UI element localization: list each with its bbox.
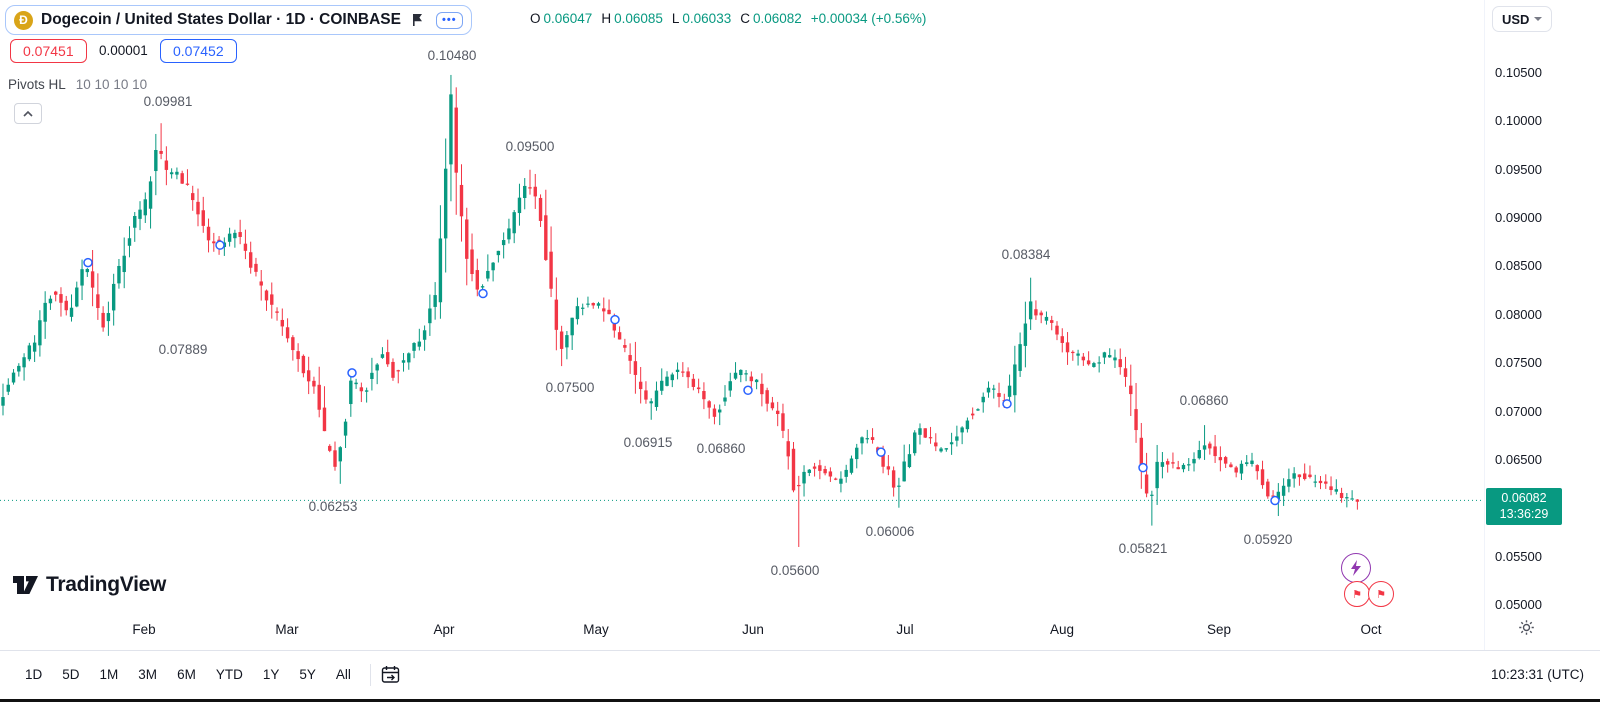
close-label: C (740, 11, 750, 26)
ohlc-readout: O 0.06047 H 0.06085 L 0.06033 C 0.06082 … (530, 11, 926, 26)
axis-settings-gear-icon[interactable] (1518, 619, 1535, 641)
time-axis[interactable]: Feb Mar Apr May Jun Jul Aug Sep Oct (0, 615, 1484, 650)
high-value: 0.06085 (614, 11, 663, 26)
change-value: +0.00034 (+0.56%) (810, 11, 927, 26)
candlestick-chart[interactable]: 0.10480 0.09981 0.09500 0.08384 0.07889 0.075… (0, 0, 1600, 650)
month-label-aug: Aug (1049, 622, 1075, 637)
bottom-toolbar: 1D 5D 1M 3M 6M YTD 1Y 5Y All 10:23:31 (UTC) (0, 650, 1600, 698)
price-tick-0.09500: 0.09500 (1495, 161, 1542, 177)
pivot-label: 0.06253 (309, 499, 358, 514)
month-label-oct: Oct (1360, 622, 1382, 637)
go-to-date-icon[interactable] (381, 665, 400, 684)
dogecoin-icon: Đ (14, 10, 33, 30)
pivot-marker (876, 447, 886, 457)
pivot-label: 0.07889 (159, 342, 208, 357)
month-label-sep: Sep (1206, 622, 1232, 637)
pivot-label: 0.06860 (697, 441, 746, 456)
pivot-label: 0.06860 (1180, 393, 1229, 408)
range-button-1y[interactable]: 1Y (254, 662, 289, 687)
bar-countdown: 13:36:29 (1499, 507, 1549, 522)
price-tick-0.09000: 0.09000 (1495, 210, 1542, 226)
pivot-label: 0.09500 (506, 139, 555, 154)
close-value: 0.06082 (752, 11, 802, 26)
pivot-marker (1002, 399, 1012, 409)
currency-label: USD (1502, 11, 1530, 27)
price-tick-0.07000: 0.07000 (1495, 403, 1542, 419)
price-tick-0.08500: 0.08500 (1495, 258, 1542, 274)
range-button-ytd[interactable]: YTD (207, 662, 252, 687)
collapse-indicator-button[interactable] (14, 103, 42, 124)
event-flag-icon[interactable]: ⚑ (1344, 581, 1370, 607)
current-price-badge: 0.06082 13:36:29 (1486, 488, 1562, 525)
sell-price-button[interactable]: 0.07451 (10, 39, 87, 63)
price-tick-0.10000: 0.10000 (1495, 113, 1542, 129)
pivot-marker (83, 257, 93, 268)
currency-selector-button[interactable]: USD (1492, 6, 1553, 32)
range-button-5d[interactable]: 5D (53, 662, 88, 687)
candles (1, 74, 1360, 547)
range-button-3m[interactable]: 3M (129, 662, 166, 687)
pivot-label: 0.06006 (866, 524, 915, 539)
high-label: H (601, 11, 612, 26)
month-label-mar: Mar (275, 622, 299, 637)
range-button-6m[interactable]: 6M (168, 662, 205, 687)
month-label-jul: Jul (896, 622, 914, 637)
range-button-all[interactable]: All (327, 662, 360, 687)
pivot-marker (478, 288, 488, 299)
divider (369, 663, 371, 686)
low-label: L (671, 11, 680, 26)
price-tick-0.05000: 0.05000 (1495, 597, 1542, 612)
range-button-1m[interactable]: 1M (91, 662, 128, 687)
indicator-legend[interactable]: Pivots HL 10 10 10 10 (8, 77, 147, 92)
pivot-marker (1270, 495, 1280, 506)
clock-utc[interactable]: 10:23:31 (UTC) (1490, 667, 1584, 682)
month-label-may: May (583, 622, 609, 637)
pivot-marker (610, 314, 620, 325)
indicator-params: 10 10 10 10 (75, 77, 148, 92)
range-button-5y[interactable]: 5Y (290, 662, 325, 687)
open-value: 0.06047 (543, 11, 593, 26)
price-tick-0.05500: 0.05500 (1495, 548, 1542, 564)
price-tick-0.07500: 0.07500 (1495, 355, 1542, 371)
flag-symbol-icon[interactable] (411, 13, 424, 27)
symbol-title: Dogecoin / United States Dollar · 1D · C… (41, 11, 401, 28)
pivot-label: 0.07500 (546, 380, 595, 395)
lightning-alert-icon[interactable] (1341, 553, 1371, 583)
buy-price-button[interactable]: 0.07452 (160, 39, 237, 63)
tradingview-logo[interactable]: TradingView (12, 572, 166, 598)
current-price-value: 0.06082 (1501, 491, 1547, 505)
pivot-label: 0.06915 (624, 435, 673, 450)
chevron-up-icon (23, 110, 33, 117)
pivot-label: 0.05821 (1119, 541, 1168, 556)
indicator-name: Pivots HL (8, 77, 66, 92)
spread-value: 0.00001 (99, 43, 148, 58)
pivot-label: 0.05920 (1244, 532, 1293, 547)
pivot-marker (215, 240, 225, 250)
price-tick-0.08000: 0.08000 (1495, 306, 1542, 322)
tradingview-mark-icon (13, 576, 38, 594)
pivot-marker (743, 385, 753, 396)
window-edge (0, 699, 1600, 702)
price-tick-0.06500: 0.06500 (1495, 451, 1542, 467)
date-range-buttons: 1D 5D 1M 3M 6M YTD 1Y 5Y All (16, 662, 360, 687)
pivot-label: 0.08384 (1002, 247, 1051, 262)
pivot-label: 0.05600 (771, 563, 820, 578)
pivot-label: 0.10480 (428, 48, 477, 63)
pivot-label: 0.09981 (144, 94, 193, 109)
price-tick-0.10500: 0.10500 (1495, 65, 1542, 80)
more-options-button[interactable]: ••• (436, 11, 463, 29)
month-label-jun: Jun (742, 622, 764, 637)
month-label-feb: Feb (132, 622, 156, 637)
pivot-marker (347, 368, 357, 378)
open-label: O (530, 11, 541, 26)
low-value: 0.06033 (682, 11, 732, 26)
logo-text: TradingView (46, 573, 167, 596)
pivot-marker (1138, 462, 1148, 473)
chevron-down-icon (1534, 17, 1543, 21)
symbol-button[interactable]: Đ Dogecoin / United States Dollar · 1D ·… (5, 5, 472, 35)
event-flag-icon[interactable]: ⚑ (1368, 581, 1394, 607)
range-button-1d[interactable]: 1D (16, 662, 51, 687)
price-axis[interactable]: 0.10500 0.10000 0.09500 0.09000 0.08500 0.080… (1484, 0, 1600, 650)
month-label-apr: Apr (433, 622, 455, 637)
